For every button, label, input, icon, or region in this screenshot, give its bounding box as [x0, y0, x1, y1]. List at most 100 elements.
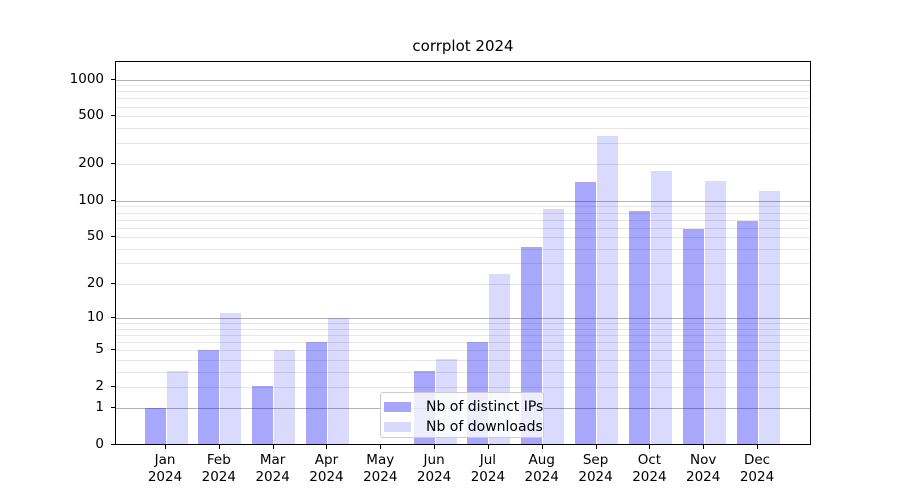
gridline-minor — [116, 334, 810, 336]
gridline-minor — [116, 98, 810, 100]
gridline-minor — [116, 91, 810, 93]
gridline-minor — [116, 359, 810, 361]
gridline-minor — [116, 227, 810, 229]
legend: Nb of distinct IPs Nb of downloads — [380, 392, 544, 438]
x-tick-label: Aug 2024 — [510, 452, 574, 485]
y-tick-mark — [111, 349, 115, 351]
gridline-major — [116, 318, 810, 320]
x-tick-month: Apr — [314, 452, 339, 468]
x-tick-month: Jun — [423, 452, 445, 468]
legend-swatch-icon — [384, 402, 411, 412]
x-tick-year: 2024 — [363, 468, 398, 485]
grid-layer — [116, 62, 810, 444]
x-tick-month: Nov — [690, 452, 717, 468]
x-tick-year: 2024 — [201, 468, 236, 485]
x-tick-year: 2024 — [255, 468, 290, 485]
gridline-minor — [116, 206, 810, 208]
x-tick-mark — [703, 445, 705, 449]
bar-distinct-ips — [198, 349, 220, 444]
x-tick-year: 2024 — [524, 468, 559, 485]
x-tick-label: Jun 2024 — [402, 452, 466, 485]
gridline-minor — [116, 248, 810, 250]
x-tick-month: Jan — [154, 452, 176, 468]
x-tick-mark — [487, 445, 489, 449]
x-tick-month: May — [366, 452, 395, 468]
gridline-minor — [116, 386, 810, 388]
x-tick-label: Sep 2024 — [564, 452, 628, 485]
y-tick-label: 200 — [78, 155, 104, 172]
y-tick-mark — [111, 78, 115, 80]
x-tick-mark — [434, 445, 436, 449]
gridline-minor — [116, 323, 810, 325]
x-tick-label: Jan 2024 — [133, 452, 197, 485]
y-tick-label: 0 — [95, 436, 104, 452]
y-tick-label: 5 — [95, 341, 104, 358]
x-tick-month: Aug — [528, 452, 555, 468]
legend-item: Nb of downloads — [384, 418, 543, 436]
y-tick-label: 2 — [95, 377, 104, 394]
legend-swatch-icon — [384, 422, 411, 432]
y-tick-mark — [111, 282, 115, 284]
gridline-minor — [116, 237, 810, 238]
x-tick-label: Dec 2024 — [725, 452, 789, 485]
x-tick-month: Dec — [743, 452, 771, 468]
y-tick-label: 1 — [95, 399, 104, 416]
x-tick-label: Oct 2024 — [617, 452, 681, 485]
bar-downloads — [650, 170, 672, 444]
bar-downloads — [274, 349, 296, 444]
x-tick-label: Feb 2024 — [187, 452, 251, 485]
x-tick-label: Apr 2024 — [294, 452, 358, 485]
gridline-major — [116, 79, 810, 81]
gridline-minor — [116, 283, 810, 285]
bar-downloads — [758, 190, 780, 444]
gridline-minor — [116, 164, 810, 166]
x-tick-year: 2024 — [632, 468, 667, 485]
x-tick-mark — [380, 445, 382, 449]
y-tick-label: 500 — [78, 107, 104, 124]
y-tick-label: 100 — [78, 191, 104, 208]
x-tick-year: 2024 — [147, 468, 183, 485]
gridline-minor — [116, 263, 810, 265]
bar-distinct-ips — [682, 228, 704, 444]
y-tick-label: 1000 — [69, 70, 104, 87]
bar-downloads — [704, 180, 726, 444]
bar-distinct-ips — [305, 341, 327, 444]
x-tick-mark — [165, 445, 166, 449]
x-tick-year: 2024 — [416, 468, 452, 485]
bar-distinct-ips — [144, 407, 166, 444]
y-tick-mark — [111, 115, 115, 117]
y-tick-label: 50 — [86, 228, 104, 244]
gridline-minor — [116, 127, 810, 129]
gridline-minor — [116, 219, 810, 221]
gridline-minor — [116, 371, 810, 373]
x-tick-label: Mar 2024 — [241, 452, 305, 485]
bar-distinct-ips — [736, 220, 758, 444]
x-tick-month: Feb — [206, 452, 231, 468]
bar-downloads — [166, 371, 188, 444]
x-tick-mark — [218, 445, 220, 449]
gridline-minor — [116, 342, 810, 344]
x-tick-month: Oct — [637, 452, 662, 468]
gridline-minor — [116, 143, 810, 145]
y-tick-label: 10 — [86, 309, 104, 326]
x-tick-mark — [649, 445, 651, 449]
gridline-minor — [116, 116, 810, 118]
x-tick-year: 2024 — [578, 468, 613, 485]
x-tick-month: Mar — [259, 452, 286, 468]
x-tick-mark — [541, 445, 543, 449]
gridline-minor — [116, 212, 810, 214]
bar-downloads — [597, 135, 619, 444]
plot-area — [115, 61, 811, 445]
y-tick-mark — [111, 444, 115, 445]
x-tick-year: 2024 — [309, 468, 344, 485]
y-tick-mark — [111, 199, 115, 201]
bar-downloads — [543, 208, 565, 444]
x-tick-label: Nov 2024 — [671, 452, 735, 485]
bar-distinct-ips — [575, 182, 597, 444]
x-tick-month: Jul — [479, 452, 497, 468]
y-tick-label: 20 — [86, 274, 104, 291]
chart-title: corrplot 2024 — [412, 37, 514, 55]
x-tick-mark — [757, 445, 759, 449]
x-tick-year: 2024 — [470, 468, 506, 485]
